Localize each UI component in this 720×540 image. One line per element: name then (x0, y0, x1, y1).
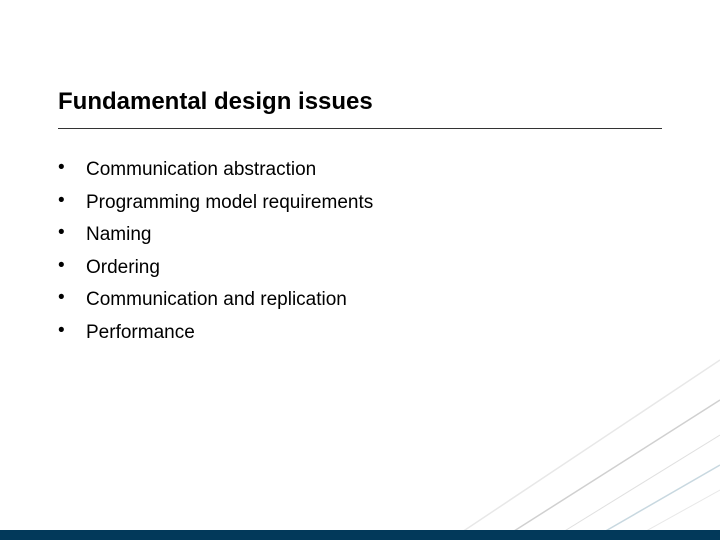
bullet-icon: • (58, 255, 86, 277)
bullet-list: • Communication abstraction • Programmin… (58, 157, 662, 347)
list-item: • Communication and replication (58, 287, 662, 314)
bullet-text: Naming (86, 222, 151, 249)
list-item: • Performance (58, 320, 662, 347)
list-item: • Communication abstraction (58, 157, 662, 184)
slide-container: Fundamental design issues • Communicatio… (0, 0, 720, 540)
bullet-icon: • (58, 157, 86, 179)
slide-title: Fundamental design issues (58, 88, 662, 129)
bullet-text: Performance (86, 320, 195, 347)
bullet-text: Communication and replication (86, 287, 347, 314)
title-section: Fundamental design issues (0, 0, 720, 129)
bullet-icon: • (58, 222, 86, 244)
decorative-lines-icon (440, 340, 720, 540)
bullet-icon: • (58, 320, 86, 342)
list-item: • Naming (58, 222, 662, 249)
bullet-icon: • (58, 287, 86, 309)
bottom-bar (0, 530, 720, 540)
bullet-icon: • (58, 190, 86, 212)
content-section: • Communication abstraction • Programmin… (0, 129, 720, 347)
bullet-text: Programming model requirements (86, 190, 373, 217)
bullet-text: Ordering (86, 255, 160, 282)
bullet-text: Communication abstraction (86, 157, 316, 184)
list-item: • Ordering (58, 255, 662, 282)
list-item: • Programming model requirements (58, 190, 662, 217)
